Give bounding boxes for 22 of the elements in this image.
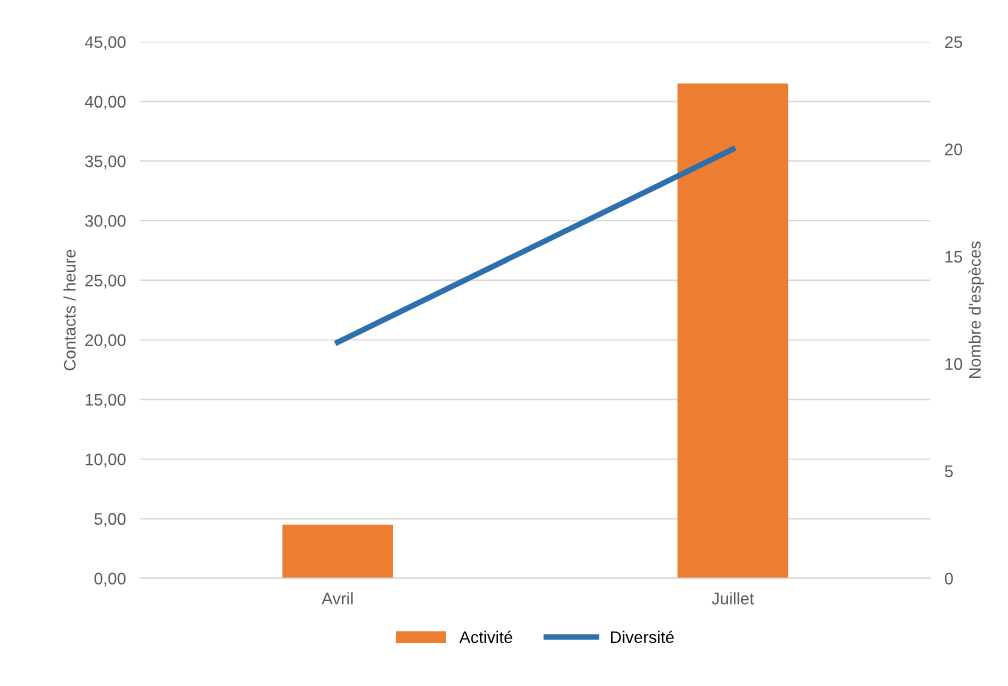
y2-tick-label: 15 — [945, 251, 963, 263]
y-tick-label: 40,00 — [84, 95, 126, 110]
y-tick-label: 25,00 — [85, 274, 126, 289]
x-tick-label: Juillet — [711, 592, 754, 605]
y2-tick-label: 5 — [944, 465, 953, 478]
y2-axis-title: Nombre d'espèces — [968, 241, 985, 378]
legend-label: Diversité — [611, 630, 674, 644]
y-tick-label: 0,00 — [94, 572, 126, 587]
x-tick-label: Avril — [321, 592, 353, 605]
y-tick-label: 10,00 — [85, 453, 126, 468]
y-tick-label: 30,00 — [85, 215, 126, 229]
y-axis-title: Contacts / heure — [63, 249, 76, 371]
y-tick-label: 45,00 — [84, 36, 126, 51]
y-tick-label: 5,00 — [94, 513, 126, 527]
y2-tick-label: 20 — [945, 143, 963, 156]
y2-tick-label: 10 — [945, 358, 963, 370]
y-tick-label: 35,00 — [85, 155, 126, 170]
y2-tick-label: 25 — [945, 36, 963, 49]
y-tick-label: 20,00 — [85, 334, 126, 349]
legend-label: Activité — [459, 630, 513, 644]
y2-tick-label: 0 — [944, 572, 953, 585]
y-tick-label: 15,00 — [85, 393, 126, 408]
